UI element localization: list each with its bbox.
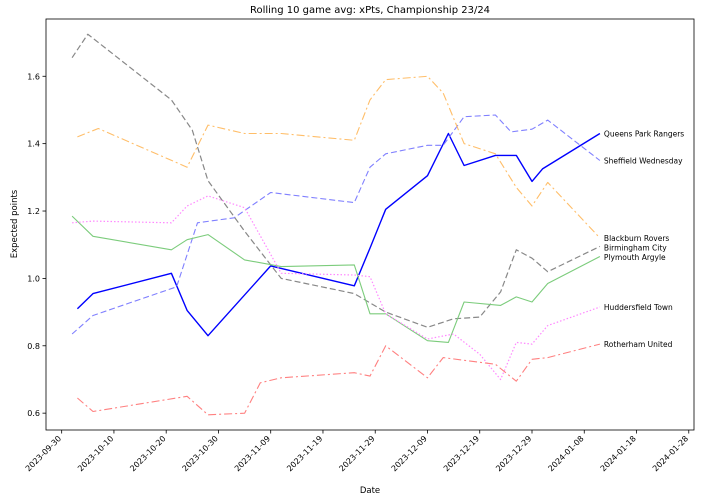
y-axis-ticks: 0.6 0.8 1.0 1.2 1.4 1.6: [27, 72, 46, 418]
series-line-huddersfield-town: [72, 195, 601, 381]
series-line-blackburn-rovers: [77, 75, 601, 239]
y-tick-label: 1.0: [27, 274, 40, 283]
y-tick-label: 1.6: [27, 72, 40, 81]
plot-frame: [45, 18, 695, 431]
series-labels: Queens Park Rangers Sheffield Wednesday Bl…: [604, 129, 684, 349]
y-tick-label: 1.4: [27, 140, 40, 149]
chart-title: Rolling 10 game avg: xPts, Championship …: [250, 5, 490, 16]
y-axis-label: Expected points: [10, 189, 20, 258]
axes: [45, 18, 695, 431]
series-line-queens-park-rangers: [76, 132, 601, 337]
y-tick-label: 0.6: [27, 409, 40, 418]
series-label-sheffield-wednesday: Sheffield Wednesday: [604, 156, 683, 165]
series-label-rotherham-united: Rotherham United: [604, 340, 673, 349]
y-tick-label: 0.8: [27, 342, 40, 351]
x-axis-label: Date: [360, 486, 380, 496]
series-line-birmingham-city: [71, 33, 601, 328]
series-label-plymouth-argyle: Plymouth Argyle: [604, 253, 666, 262]
series-label-huddersfield-town: Huddersfield Town: [604, 303, 673, 312]
series-label-queens-park-rangers: Queens Park Rangers: [604, 129, 684, 138]
series-label-birmingham-city: Birmingham City: [604, 243, 667, 252]
plot-lines: [71, 33, 601, 416]
series-line-sheffield-wednesday: [71, 114, 601, 335]
series-line-plymouth-argyle: [71, 215, 601, 343]
series-label-blackburn-rovers: Blackburn Rovers: [604, 234, 669, 243]
y-tick-label: 1.2: [27, 207, 40, 216]
series-line-rotherham-united: [77, 343, 601, 416]
